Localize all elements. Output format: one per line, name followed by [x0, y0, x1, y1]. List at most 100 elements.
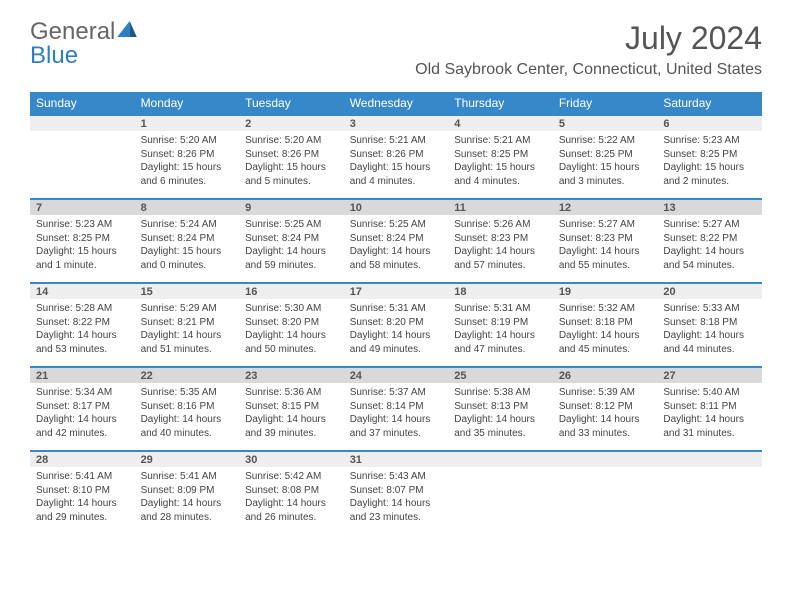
day-detail-line: Daylight: 14 hours [245, 329, 338, 343]
day-detail-line: Sunset: 8:26 PM [245, 148, 338, 162]
day-number-cell: 22 [135, 367, 240, 383]
day-number-cell: 29 [135, 451, 240, 467]
day-detail-line: Sunrise: 5:34 AM [36, 386, 129, 400]
day-detail-line: Sunrise: 5:40 AM [663, 386, 756, 400]
day-detail-line: and 1 minute. [36, 259, 129, 273]
day-detail-line: Sunrise: 5:20 AM [245, 134, 338, 148]
day-detail-line: Daylight: 14 hours [36, 329, 129, 343]
day-detail-line: Sunrise: 5:21 AM [350, 134, 443, 148]
day-detail-line: and 57 minutes. [454, 259, 547, 273]
day-detail-line: and 26 minutes. [245, 511, 338, 525]
day-content-row: Sunrise: 5:34 AMSunset: 8:17 PM Daylight:… [30, 383, 762, 451]
day-detail-line: and 2 minutes. [663, 175, 756, 189]
day-detail-line: Sunrise: 5:20 AM [141, 134, 234, 148]
day-detail-line: and 47 minutes. [454, 343, 547, 357]
day-detail-line: Sunrise: 5:38 AM [454, 386, 547, 400]
day-detail-line: and 42 minutes. [36, 427, 129, 441]
day-detail-line: Sunrise: 5:42 AM [245, 470, 338, 484]
day-detail-line: Sunrise: 5:41 AM [141, 470, 234, 484]
day-content-cell: Sunrise: 5:42 AMSunset: 8:08 PMDaylight:… [239, 467, 344, 535]
day-detail-line: Sunrise: 5:21 AM [454, 134, 547, 148]
day-detail-line: Sunset: 8:14 PM [350, 400, 443, 414]
day-detail-line: and 39 minutes. [245, 427, 338, 441]
day-detail-line: Sunrise: 5:24 AM [141, 218, 234, 232]
day-content-cell: Sunrise: 5:27 AMSunset: 8:23 PMDaylight:… [553, 215, 658, 283]
day-detail-line: and 4 minutes. [350, 175, 443, 189]
day-number-cell: 12 [553, 199, 658, 215]
day-detail-line: Sunset: 8:23 PM [559, 232, 652, 246]
day-content-row: Sunrise: 5:23 AMSunset: 8:25 PMDaylight:… [30, 215, 762, 283]
day-detail-line: and 23 minutes. [350, 511, 443, 525]
day-detail-line: Daylight: 14 hours [454, 329, 547, 343]
day-detail-line: Daylight: 15 hours [245, 161, 338, 175]
day-content-cell: Sunrise: 5:21 AMSunset: 8:25 PMDaylight:… [448, 131, 553, 199]
day-detail-line: Sunrise: 5:30 AM [245, 302, 338, 316]
day-detail-line: Sunset: 8:20 PM [245, 316, 338, 330]
day-detail-line: Daylight: 14 hours [245, 245, 338, 259]
day-detail-line: and 29 minutes. [36, 511, 129, 525]
day-detail-line: Daylight: 15 hours [454, 161, 547, 175]
day-number-cell: 19 [553, 283, 658, 299]
day-number-cell: 21 [30, 367, 135, 383]
day-number-cell: 18 [448, 283, 553, 299]
day-detail-line: Sunset: 8:17 PM [36, 400, 129, 414]
day-detail-line: and 54 minutes. [663, 259, 756, 273]
day-number-cell: 30 [239, 451, 344, 467]
page-header: GeneralBlue July 2024 Old Saybrook Cente… [0, 0, 792, 84]
day-detail-line: Daylight: 14 hours [36, 497, 129, 511]
day-detail-line: Sunrise: 5:25 AM [245, 218, 338, 232]
day-number-row: 78910111213 [30, 199, 762, 215]
day-number-cell: 27 [657, 367, 762, 383]
logo-text-blue: Blue [30, 42, 78, 69]
day-number-cell: 2 [239, 115, 344, 131]
day-detail-line: Sunrise: 5:31 AM [454, 302, 547, 316]
day-detail-line: and 31 minutes. [663, 427, 756, 441]
day-detail-line: Sunrise: 5:27 AM [559, 218, 652, 232]
day-detail-line: Sunrise: 5:33 AM [663, 302, 756, 316]
day-content-cell: Sunrise: 5:30 AMSunset: 8:20 PMDaylight:… [239, 299, 344, 367]
day-detail-line: and 6 minutes. [141, 175, 234, 189]
day-detail-line: Sunset: 8:13 PM [454, 400, 547, 414]
day-number-cell [553, 451, 658, 467]
day-detail-line: Sunset: 8:25 PM [559, 148, 652, 162]
day-number-cell: 15 [135, 283, 240, 299]
day-content-cell: Sunrise: 5:25 AMSunset: 8:24 PMDaylight:… [344, 215, 449, 283]
day-detail-line: Sunset: 8:15 PM [245, 400, 338, 414]
day-number-cell: 28 [30, 451, 135, 467]
day-detail-line: Sunrise: 5:25 AM [350, 218, 443, 232]
day-detail-line: Daylight: 14 hours [141, 413, 234, 427]
day-content-cell: Sunrise: 5:23 AMSunset: 8:25 PMDaylight:… [30, 215, 135, 283]
day-header: Saturday [657, 92, 762, 115]
day-content-cell: Sunrise: 5:27 AMSunset: 8:22 PMDaylight:… [657, 215, 762, 283]
day-detail-line: Sunset: 8:25 PM [454, 148, 547, 162]
day-content-cell: Sunrise: 5:39 AMSunset: 8:12 PMDaylight:… [553, 383, 658, 451]
day-header: Tuesday [239, 92, 344, 115]
day-number-cell: 20 [657, 283, 762, 299]
day-detail-line: and 45 minutes. [559, 343, 652, 357]
logo-text-general: General [30, 18, 115, 45]
day-detail-line: and 35 minutes. [454, 427, 547, 441]
day-content-cell: Sunrise: 5:26 AMSunset: 8:23 PMDaylight:… [448, 215, 553, 283]
day-header: Friday [553, 92, 658, 115]
day-content-cell: Sunrise: 5:36 AMSunset: 8:15 PMDaylight:… [239, 383, 344, 451]
day-content-cell: Sunrise: 5:35 AMSunset: 8:16 PMDaylight:… [135, 383, 240, 451]
day-number-row: 123456 [30, 115, 762, 131]
day-detail-line: Sunset: 8:12 PM [559, 400, 652, 414]
day-content-cell: Sunrise: 5:31 AMSunset: 8:20 PMDaylight:… [344, 299, 449, 367]
day-detail-line: Sunrise: 5:43 AM [350, 470, 443, 484]
day-content-cell [553, 467, 658, 535]
day-detail-line: and 50 minutes. [245, 343, 338, 357]
title-block: July 2024 Old Saybrook Center, Connectic… [415, 20, 762, 79]
day-detail-line: Daylight: 14 hours [350, 329, 443, 343]
day-content-cell [657, 467, 762, 535]
day-number-cell: 9 [239, 199, 344, 215]
day-detail-line: Sunrise: 5:28 AM [36, 302, 129, 316]
day-detail-line: Daylight: 15 hours [559, 161, 652, 175]
day-detail-line: and 55 minutes. [559, 259, 652, 273]
day-detail-line: Sunrise: 5:23 AM [663, 134, 756, 148]
day-detail-line: Sunset: 8:20 PM [350, 316, 443, 330]
day-detail-line: Daylight: 14 hours [141, 329, 234, 343]
day-detail-line: Daylight: 14 hours [245, 497, 338, 511]
day-number-cell: 10 [344, 199, 449, 215]
day-content-cell: Sunrise: 5:32 AMSunset: 8:18 PMDaylight:… [553, 299, 658, 367]
